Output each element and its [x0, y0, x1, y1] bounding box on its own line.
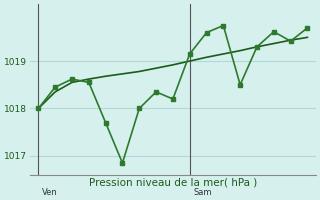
X-axis label: Pression niveau de la mer( hPa ): Pression niveau de la mer( hPa )	[89, 178, 257, 188]
Text: Sam: Sam	[193, 188, 212, 197]
Text: Ven: Ven	[42, 188, 58, 197]
